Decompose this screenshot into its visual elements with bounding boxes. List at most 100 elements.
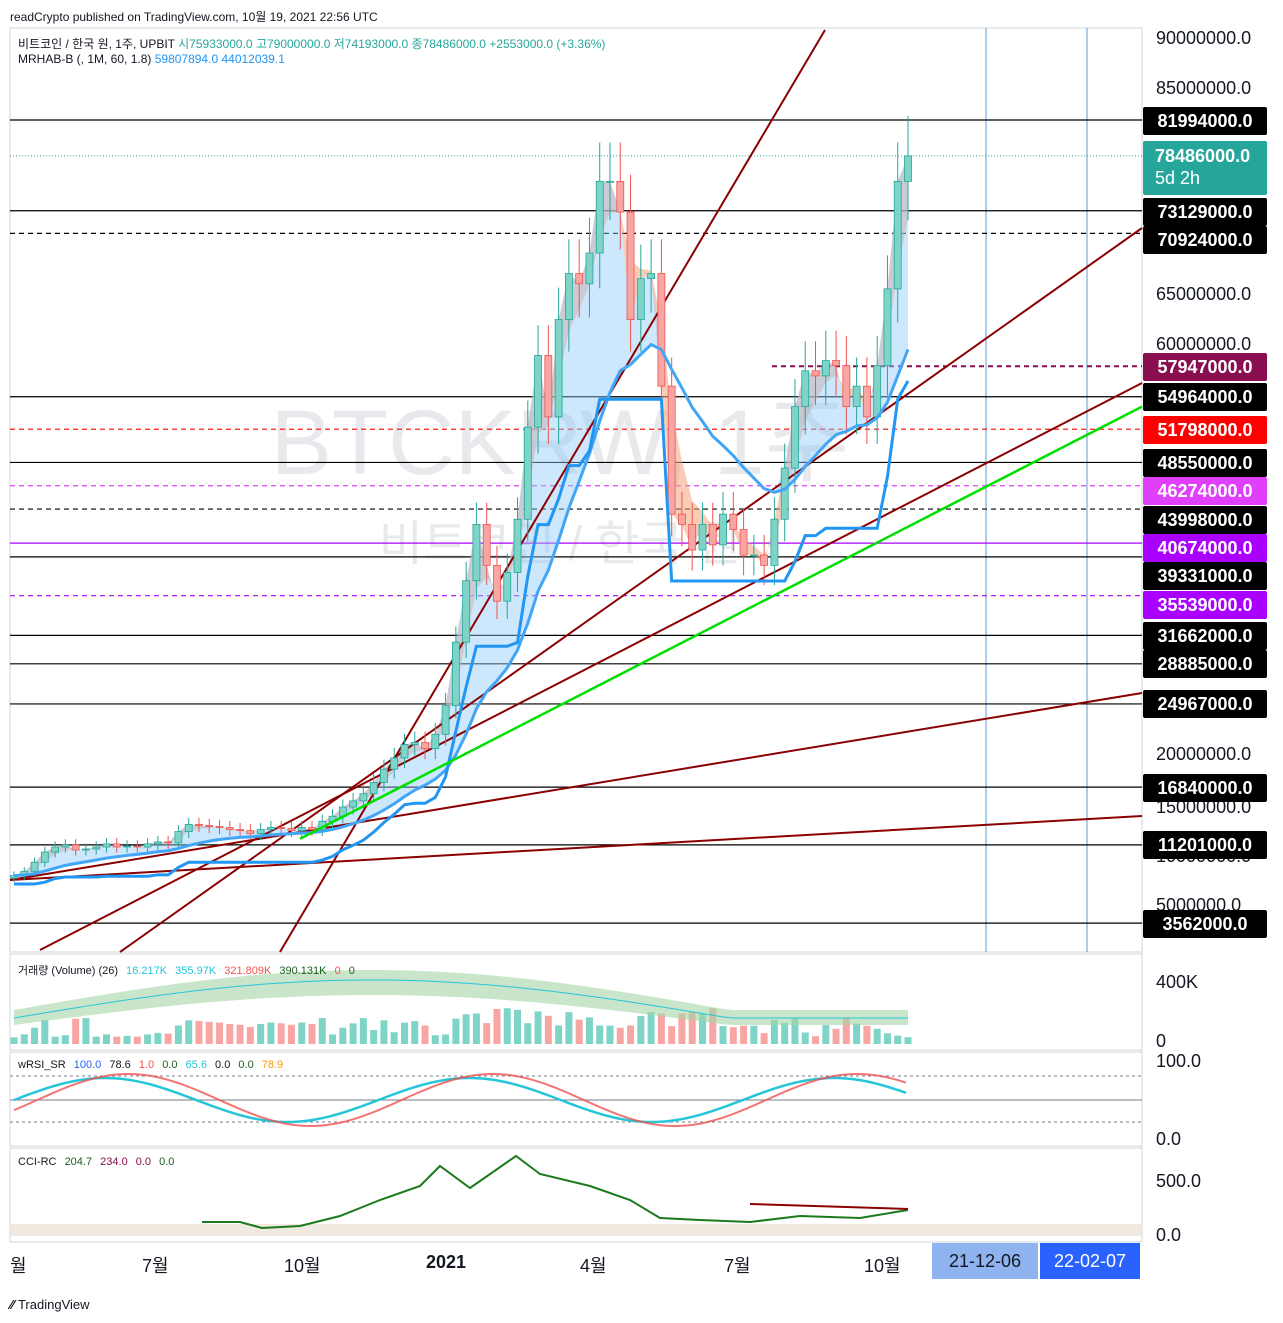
candle-body [595, 180, 604, 254]
volume-bar [133, 1036, 141, 1044]
volume-bar [92, 1036, 100, 1044]
cci-name[interactable]: CCI-RC [18, 1156, 57, 1168]
volume-bar [359, 1018, 367, 1044]
ohlc-high: 고79000000.0 [255, 37, 331, 51]
candle-body [359, 793, 368, 802]
volume-bar [411, 1021, 419, 1044]
wrsi-tick: 0.0 [1156, 1129, 1182, 1149]
candle-body [719, 513, 727, 546]
candle-body [657, 273, 666, 387]
volume-name[interactable]: 거래량 (Volume) (26) [18, 965, 119, 977]
volume-bar [781, 1022, 789, 1044]
volume-bar [544, 1015, 552, 1044]
candle-body [482, 524, 491, 566]
mrhab-line-2 [14, 380, 910, 886]
price-label: 40674000.0 [1143, 534, 1267, 562]
volume-bar [709, 1008, 717, 1044]
volume-tick: 0 [1156, 1031, 1167, 1051]
indicator-name[interactable]: MRHAB-B (, 1M, 60, 1.8) [18, 52, 152, 66]
candle-body [770, 518, 779, 566]
cci-legend: CCI-RC 204.7 234.0 0.0 0.0 [18, 1156, 179, 1168]
candle-body [698, 524, 707, 551]
cci-zero-band [10, 1224, 1142, 1236]
volume-bar [226, 1024, 234, 1044]
wrsi-v1: 100.0 [73, 1059, 102, 1071]
volume-v4: 390.131K [279, 965, 327, 977]
candle-body [606, 180, 614, 183]
volume-v3: 321.809K [224, 965, 272, 977]
candle-body [904, 155, 912, 182]
candle-body [256, 829, 265, 835]
price-label: 54964000.0 [1143, 383, 1267, 411]
volume-bar [380, 1020, 388, 1044]
candle-body [708, 524, 717, 546]
volume-bar [308, 1024, 316, 1044]
volume-v6: 0 [348, 965, 355, 977]
volume-bar [904, 1037, 912, 1044]
volume-bar [431, 1035, 439, 1044]
volume-bar [390, 1032, 398, 1044]
price-label: 39331000.0 [1143, 562, 1267, 590]
volume-bar [698, 1013, 706, 1044]
candle-body [266, 827, 275, 830]
tradingview-logo[interactable]: ⁄⁄ TradingView [10, 1297, 90, 1312]
wrsi-name[interactable]: wRSI_SR [18, 1059, 66, 1071]
price-tick: 15000000.0 [1156, 797, 1252, 817]
volume-bar [822, 1025, 830, 1044]
candle-body [821, 360, 830, 377]
candle-body [760, 554, 769, 566]
candle-body [246, 830, 255, 835]
candle-body [195, 824, 203, 826]
candle-body [421, 742, 429, 750]
candle-body [626, 211, 635, 320]
volume-bar [894, 1035, 902, 1044]
ohlc-change: +2553000.0 (+3.36%) [489, 37, 606, 51]
price-label: 35539000.0 [1143, 591, 1267, 619]
symbol-name[interactable]: 비트코인 / 한국 원, 1주, UPBIT [18, 37, 175, 51]
volume-v1: 16.217K [126, 965, 168, 977]
price-label: 70924000.0 [1143, 226, 1267, 254]
volume-bar [760, 1033, 768, 1044]
cci-divergence-line [749, 1203, 909, 1210]
candle-body [513, 518, 522, 573]
price-label: 48550000.0 [1143, 449, 1267, 477]
volume-bar [421, 1025, 429, 1044]
volume-bar [41, 1020, 49, 1044]
candle-body [40, 851, 49, 863]
logo-icon: ⁄⁄ [10, 1297, 18, 1312]
candle-body [575, 273, 584, 285]
time-tick: 7월 [142, 1256, 169, 1276]
volume-bar [503, 1008, 511, 1044]
candle-body [369, 782, 378, 795]
price-label: 3562000.0 [1143, 910, 1267, 938]
price-label: 81994000.0 [1143, 107, 1267, 135]
cci-v3: 0.0 [135, 1156, 152, 1168]
volume-bar [842, 1018, 850, 1044]
candle-body [811, 370, 820, 377]
wrsi-v6: 0.0 [215, 1059, 231, 1071]
candle-body [380, 768, 388, 783]
candle-body [472, 524, 481, 582]
volume-bar [246, 1026, 254, 1044]
candle-body [852, 385, 861, 408]
volume-bar [164, 1033, 172, 1044]
volume-bar [472, 1013, 480, 1044]
cci-tick: 500.0 [1156, 1171, 1202, 1191]
wrsi-tick: 100.0 [1156, 1051, 1202, 1071]
volume-bar [883, 1033, 891, 1044]
volume-bar [349, 1023, 357, 1044]
wrsi-v7: 0.0 [238, 1059, 254, 1071]
volume-bar [452, 1018, 460, 1044]
volume-v5: 0 [334, 965, 341, 977]
candle-body [215, 826, 224, 828]
volume-bar [493, 1009, 501, 1044]
candle-body [390, 757, 399, 770]
trend-band-blue [14, 155, 908, 876]
candle-body [873, 365, 882, 418]
volume-bar [801, 1032, 809, 1044]
volume-bar [205, 1021, 213, 1044]
candle-body [667, 385, 676, 515]
candle-body [184, 824, 193, 833]
cci-v2: 234.0 [100, 1156, 128, 1168]
